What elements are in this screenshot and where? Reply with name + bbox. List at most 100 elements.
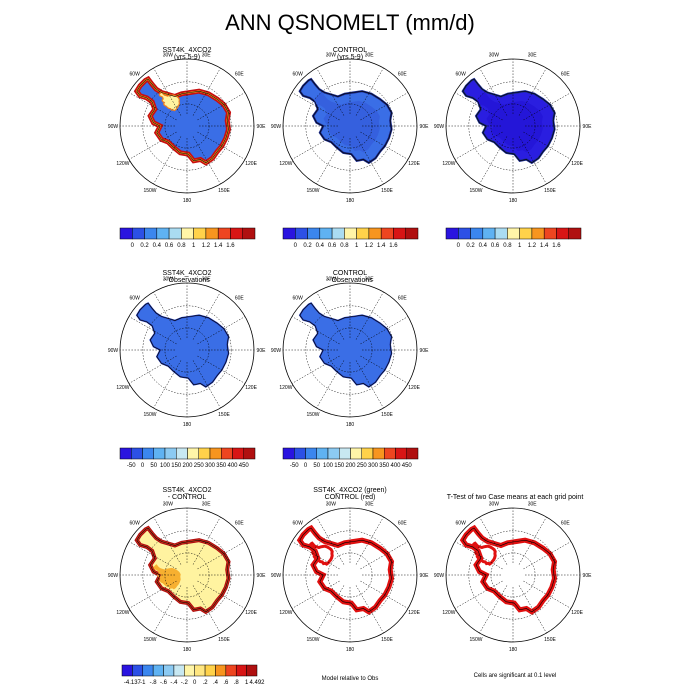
colorbar-label: 200: [182, 463, 193, 469]
meridian-line: [454, 541, 503, 570]
latitude-circle: [142, 530, 232, 620]
meridian-line: [128, 355, 177, 384]
lon-label: 150W: [469, 188, 482, 194]
lon-label: 60W: [130, 295, 141, 301]
lon-label: 150E: [218, 412, 230, 418]
meridian-line: [355, 516, 384, 565]
colorbar-label: -.8: [150, 680, 158, 686]
meridian-line: [291, 92, 340, 121]
coastline: [136, 302, 229, 388]
coastline: [299, 527, 392, 613]
red-inner: [307, 541, 334, 566]
colorbar-swatch: [144, 227, 158, 240]
diff-orange: [153, 564, 181, 590]
meridian-line: [291, 355, 340, 384]
meridian-line: [192, 136, 221, 185]
antarctica: [298, 302, 393, 388]
colorbar-label: 450: [239, 463, 250, 469]
meridian-line: [197, 541, 246, 570]
meridian-line: [153, 585, 182, 634]
colorbar-label: 1.2: [365, 243, 374, 249]
meridian-line: [479, 516, 508, 565]
colorbar-swatch: [372, 447, 385, 460]
meridian-line: [360, 355, 409, 384]
colorbar-swatch: [331, 227, 345, 240]
colorbar-swatch: [507, 227, 520, 240]
lon-label: 30W: [163, 501, 174, 507]
meridian-line: [479, 136, 508, 185]
meridian-line: [316, 585, 345, 634]
colorbar-swatch: [316, 447, 329, 460]
colorbar-label: .6: [223, 680, 229, 686]
polar-map-1: 30W 30E 60W 60E 90W 90E 120W 120E 150W 150E 180: [108, 52, 266, 203]
meridian-line: [355, 136, 384, 185]
lon-label: 120E: [245, 385, 257, 391]
meridian-line: [291, 541, 340, 570]
colorbar-swatch: [121, 664, 133, 677]
lon-label: 60W: [456, 71, 467, 77]
lon-label: 30E: [365, 52, 375, 58]
lon-label: 60W: [293, 295, 304, 301]
panel-title-line2: - CONTROL: [167, 494, 207, 501]
colorbar-swatch: [168, 227, 182, 240]
lon-label: 120E: [408, 610, 420, 616]
latitude-circle: [305, 530, 395, 620]
colorbar-label: 1: [245, 680, 249, 686]
panel-title-line1: T-Test of two Case means at each grid po…: [446, 494, 584, 501]
lon-label: 150W: [469, 637, 482, 643]
colorbar-swatch: [163, 664, 175, 677]
latitude-circle: [305, 305, 395, 395]
lon-label: 90W: [108, 348, 119, 354]
meridian-line: [316, 360, 345, 409]
colorbar-swatch: [176, 447, 188, 460]
coastline: [299, 78, 392, 164]
lon-label: 60E: [398, 71, 408, 77]
lon-label: 30W: [489, 52, 500, 58]
meridian-line: [518, 516, 547, 565]
colorbar-swatch: [294, 447, 306, 460]
colorbar-label: -4.137: [124, 680, 142, 686]
lon-label: 30E: [365, 501, 375, 507]
graticule: [120, 59, 254, 193]
colorbar-swatch: [393, 227, 406, 240]
lon-label: 60E: [561, 71, 571, 77]
colorbar-label: 0.8: [177, 243, 186, 249]
colorbar-label: 0: [131, 243, 135, 249]
interior-fill: [313, 92, 380, 153]
lon-label: 60W: [293, 71, 304, 77]
colorbar-label: 0.2: [466, 243, 475, 249]
meridian-line: [454, 92, 503, 121]
lon-label: 30E: [528, 52, 538, 58]
colorbar-swatch: [184, 664, 195, 677]
meridian-line: [523, 131, 572, 160]
meridian-line: [316, 136, 345, 185]
lon-label: 30E: [202, 501, 212, 507]
lon-label: 120W: [279, 385, 292, 391]
lon-label: 30W: [163, 276, 174, 282]
colorbar-swatch: [142, 664, 154, 677]
lon-label: 60E: [398, 295, 408, 301]
panel-title-line2: CONTROL (red): [324, 494, 376, 501]
meridian-line: [355, 360, 384, 409]
polar-map-3: 30W 30E 60W 60E 90W 90E 120W 120E 150W 150E 180: [434, 52, 592, 203]
colorbar-swatch: [164, 447, 177, 460]
meridian-line: [153, 516, 182, 565]
graticule: [283, 59, 417, 193]
panel-title-line1: SST4K_4XCO2 (green): [313, 487, 387, 494]
lon-label: 180: [183, 422, 192, 428]
latitude-circle: [468, 530, 558, 620]
graticule: [446, 508, 580, 642]
colorbar-swatch: [568, 227, 582, 240]
colorbar-label: 250: [357, 463, 368, 469]
meridian-line: [153, 136, 182, 185]
meridian-line: [128, 131, 177, 160]
colorbar-swatch: [406, 447, 419, 460]
note-model-relative: Model relative to Obs: [321, 676, 379, 682]
panel-title-line2: - Observations: [164, 277, 210, 284]
colorbar-label: 1.6: [226, 243, 235, 249]
colorbar-label: 300: [205, 463, 216, 469]
meridian-line: [518, 136, 547, 185]
red-inner: [470, 541, 497, 566]
colorbar-label: 100: [323, 463, 334, 469]
meridian-line: [192, 67, 221, 116]
